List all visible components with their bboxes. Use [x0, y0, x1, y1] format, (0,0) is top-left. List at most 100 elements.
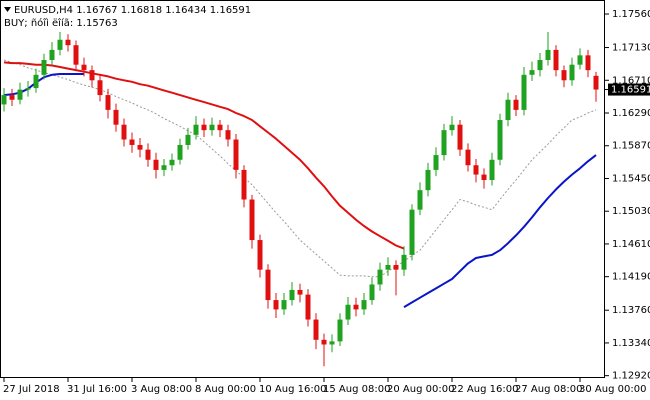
- candle-body: [305, 294, 311, 320]
- candle-body: [57, 39, 63, 50]
- plot-frame: [0, 0, 605, 378]
- candle-body: [121, 124, 127, 140]
- x-tick-label: 20 Aug 00:00: [387, 384, 454, 395]
- candle-body: [409, 209, 415, 255]
- candle-body: [129, 139, 135, 145]
- indicator-line: [3, 61, 405, 250]
- candle-body: [465, 149, 471, 166]
- candle-body: [17, 89, 23, 100]
- candle-body: [281, 300, 287, 310]
- candle-body: [33, 74, 39, 89]
- candle-body: [577, 55, 583, 65]
- y-tick-label: 1.16290: [612, 108, 650, 119]
- candle-body: [169, 159, 175, 166]
- candle-body: [49, 49, 55, 61]
- candle-body: [417, 190, 423, 210]
- candle-body: [329, 341, 335, 345]
- y-tick-label: 1.15450: [612, 173, 650, 184]
- candle-body: [593, 75, 599, 90]
- x-tick-label: 27 Aug 08:00: [515, 384, 582, 395]
- candle-body: [25, 88, 31, 90]
- x-tick-label: 8 Aug 00:00: [195, 384, 256, 395]
- x-tick-label: 3 Aug 08:00: [131, 384, 192, 395]
- candle-body: [241, 169, 247, 200]
- candle-body: [545, 49, 551, 61]
- y-tick-label: 1.14610: [612, 239, 650, 250]
- candle-body: [209, 124, 215, 131]
- candle-body: [1, 95, 7, 105]
- candle-body: [145, 149, 151, 160]
- x-tick-label: 10 Aug 16:00: [259, 384, 326, 395]
- candle-body: [337, 319, 343, 342]
- candle-body: [369, 284, 375, 301]
- candle-body: [393, 264, 399, 270]
- candle-body: [161, 165, 167, 170]
- candle-body: [433, 155, 439, 170]
- candle-body: [553, 49, 559, 71]
- candle-body: [297, 289, 303, 295]
- candle-body: [225, 130, 231, 140]
- x-tick-label: 15 Aug 08:00: [323, 384, 390, 395]
- plot-area: [1, 31, 599, 367]
- y-tick-label: 1.12920: [612, 371, 650, 382]
- symbol-arrow-icon: [4, 7, 11, 12]
- candle-body: [537, 60, 543, 71]
- candle-body: [321, 339, 327, 345]
- candle-body: [425, 169, 431, 191]
- candle-body: [81, 64, 87, 71]
- current-price-label: 1.16591: [611, 85, 650, 96]
- candle-body: [401, 254, 407, 270]
- current-price-box: [608, 83, 650, 96]
- candle-body: [217, 124, 223, 131]
- candle-body: [449, 124, 455, 131]
- candle-body: [265, 269, 271, 301]
- candle-body: [377, 269, 383, 285]
- x-tick-label: 22 Aug 16:00: [451, 384, 518, 395]
- candle-body: [313, 319, 319, 340]
- candle-body: [521, 74, 527, 110]
- y-tick-label: 1.16710: [612, 75, 650, 86]
- candle-body: [441, 130, 447, 156]
- candle-body: [105, 95, 111, 110]
- candle-body: [505, 99, 511, 121]
- candle-body: [481, 174, 487, 181]
- candle-body: [513, 99, 519, 110]
- candle-body: [497, 120, 503, 160]
- candle-body: [257, 240, 263, 270]
- x-tick-label: 30 Aug 00:00: [579, 384, 646, 395]
- candle-body: [569, 64, 575, 81]
- candle-body: [473, 165, 479, 175]
- y-tick-label: 1.15030: [612, 206, 650, 217]
- y-tick-label: 1.14190: [612, 272, 650, 283]
- chart-subtitle: BUY; ñóîì ëîíã: 1.15763: [4, 17, 118, 29]
- x-tick-label: 31 Jul 16:00: [67, 384, 127, 395]
- candle-body: [385, 264, 391, 270]
- candle-body: [273, 300, 279, 310]
- y-tick-label: 1.13340: [612, 338, 650, 349]
- candle-body: [345, 304, 351, 320]
- candle-body: [137, 144, 143, 150]
- candle-body: [153, 159, 159, 170]
- candle-body: [41, 60, 47, 75]
- candle-body: [193, 124, 199, 135]
- candle-body: [89, 70, 95, 81]
- candle-body: [9, 95, 15, 100]
- y-tick-label: 1.17560: [612, 9, 650, 20]
- candle-body: [361, 300, 367, 310]
- y-tick-label: 1.17130: [612, 43, 650, 54]
- candle-body: [97, 80, 103, 96]
- candle-body: [529, 70, 535, 75]
- candle-body: [177, 144, 183, 160]
- y-tick-label: 1.13760: [612, 305, 650, 316]
- candle-body: [561, 70, 567, 81]
- candle-body: [249, 199, 255, 241]
- candle-body: [113, 109, 119, 125]
- x-tick-label: 27 Jul 2018: [3, 384, 60, 395]
- candle-body: [233, 139, 239, 170]
- candle-body: [585, 55, 591, 71]
- candle-body: [73, 45, 79, 65]
- candle-body: [489, 159, 495, 181]
- candle-body: [201, 124, 207, 131]
